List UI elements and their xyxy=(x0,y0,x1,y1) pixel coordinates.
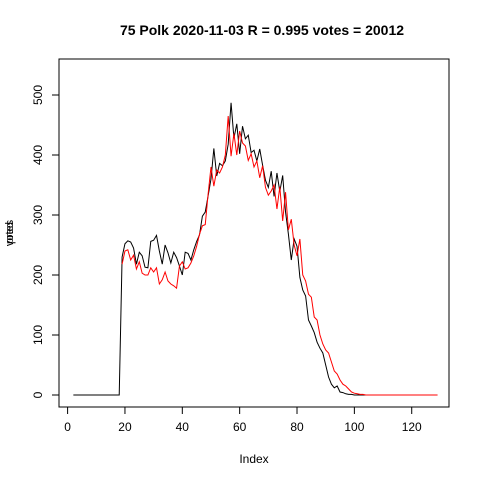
y-tick-label: 100 xyxy=(31,325,45,345)
x-tick-label: 80 xyxy=(290,420,304,434)
y-axis-label: votes pred xyxy=(4,219,16,246)
plot-frame xyxy=(58,58,450,408)
y-axis: 0 100 200 300 400 500 xyxy=(31,85,60,398)
x-axis-label: Index xyxy=(239,452,268,466)
y-tick-label: 200 xyxy=(31,265,45,285)
y-axis-label-votes: votes xyxy=(4,219,16,246)
y-tick-label: 300 xyxy=(31,205,45,225)
chart-title: 75 Polk 2020-11-03 R = 0.995 votes = 200… xyxy=(120,22,404,38)
y-tick-label: 400 xyxy=(31,145,45,165)
x-tick-label: 20 xyxy=(118,420,132,434)
x-axis: 0 20 40 60 80 100 120 xyxy=(64,406,422,434)
series-line-2 xyxy=(121,115,438,396)
x-tick-label: 0 xyxy=(64,420,71,434)
x-tick-label: 100 xyxy=(344,420,364,434)
y-tick-label: 500 xyxy=(31,85,45,105)
y-axis-label-pred: pred xyxy=(4,222,16,244)
series-layer xyxy=(73,102,438,396)
x-tick-label: 60 xyxy=(233,420,247,434)
y-tick-label: 0 xyxy=(31,391,45,398)
series-line-1 xyxy=(73,102,438,396)
x-tick-label: 40 xyxy=(176,420,190,434)
x-tick-label: 120 xyxy=(402,420,422,434)
